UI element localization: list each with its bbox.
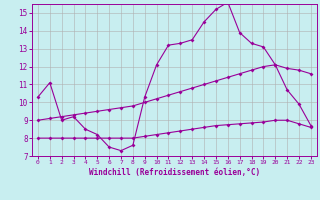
X-axis label: Windchill (Refroidissement éolien,°C): Windchill (Refroidissement éolien,°C) (89, 168, 260, 177)
